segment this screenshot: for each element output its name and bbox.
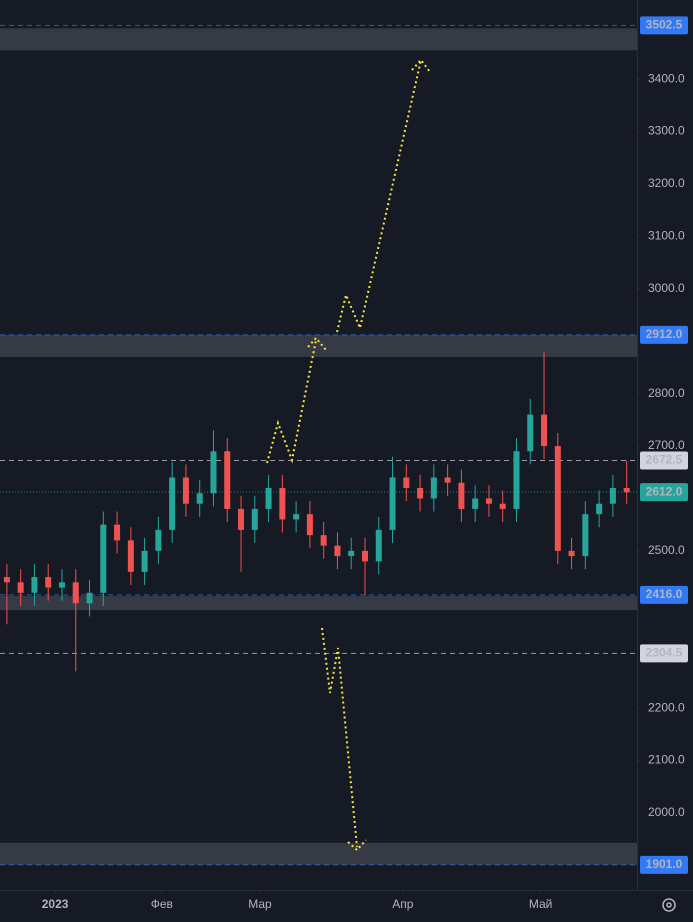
price-label: 2912.0 bbox=[646, 327, 683, 341]
candle-body bbox=[265, 487, 272, 509]
y-tick-label: 2800.0 bbox=[648, 386, 685, 400]
price-label-box bbox=[640, 325, 688, 344]
x-tick-label: Мар bbox=[248, 897, 272, 911]
y-tick-label: 3100.0 bbox=[648, 229, 685, 243]
candle-body bbox=[17, 582, 24, 593]
candle-body bbox=[348, 550, 355, 557]
candle-body bbox=[169, 477, 176, 530]
price-label: 2672.5 bbox=[646, 453, 683, 467]
candle-body bbox=[623, 487, 630, 493]
price-labels: 3502.5 2912.0 2672.5 2612.0 2416.0 2304.5 1901… bbox=[640, 16, 688, 874]
y-axis: 2000.0 2100.0 2200.0 2500.0 2700.0 2800.0 3000… bbox=[637, 71, 685, 819]
candle-body bbox=[568, 550, 575, 557]
price-label-box bbox=[640, 16, 688, 35]
price-label-box bbox=[640, 483, 688, 502]
arrow-down bbox=[321, 627, 358, 848]
candle-body bbox=[499, 503, 506, 509]
candle-body bbox=[596, 503, 603, 515]
candle-body bbox=[86, 592, 93, 604]
candle-body bbox=[196, 493, 203, 504]
price-label: 2304.5 bbox=[646, 646, 683, 660]
y-tick-label: 3200.0 bbox=[648, 176, 685, 190]
y-tick-label: 3400.0 bbox=[648, 71, 685, 85]
candle-body bbox=[417, 487, 424, 499]
candle-body bbox=[251, 508, 258, 530]
candle-body bbox=[182, 477, 189, 504]
x-tick-label: Май bbox=[529, 897, 553, 911]
y-tick-label: 2100.0 bbox=[648, 753, 685, 767]
arrow-up-1 bbox=[266, 339, 317, 464]
zone bbox=[0, 28, 637, 51]
candle-body bbox=[45, 577, 52, 588]
y-tick-label: 2500.0 bbox=[648, 543, 685, 557]
price-label-box bbox=[640, 585, 688, 604]
y-tick-label: 3300.0 bbox=[648, 124, 685, 138]
candle-body bbox=[430, 477, 437, 499]
x-tick-label: Апр bbox=[392, 897, 414, 911]
y-tick-label: 3000.0 bbox=[648, 281, 685, 295]
candle-body bbox=[224, 451, 231, 509]
candle-body bbox=[114, 524, 121, 541]
y-tick-label: 2700.0 bbox=[648, 438, 685, 452]
candle-body bbox=[458, 482, 465, 509]
price-label-box bbox=[640, 644, 688, 663]
zone bbox=[0, 842, 637, 865]
price-label: 3502.5 bbox=[646, 18, 683, 32]
arrow-up-2 bbox=[336, 59, 422, 333]
x-axis: 2023 Фев Мар Апр Май bbox=[42, 890, 553, 911]
price-label: 2612.0 bbox=[646, 484, 683, 498]
candle-body bbox=[361, 550, 368, 562]
candle-body bbox=[293, 514, 300, 520]
gear-center bbox=[666, 902, 672, 908]
candle-body bbox=[279, 487, 286, 520]
candles bbox=[3, 351, 630, 672]
candle-body bbox=[582, 514, 589, 557]
candle-body bbox=[334, 545, 341, 557]
candle-body bbox=[513, 451, 520, 509]
zones bbox=[0, 28, 637, 865]
y-tick-label: 2000.0 bbox=[648, 805, 685, 819]
candle-body bbox=[141, 550, 148, 572]
zone bbox=[0, 334, 637, 357]
zone bbox=[0, 595, 637, 611]
x-tick-label: 2023 bbox=[42, 897, 69, 911]
candle-body bbox=[472, 498, 479, 509]
x-tick-label: Фев bbox=[151, 897, 173, 911]
candle-body bbox=[155, 529, 162, 551]
candle-body bbox=[238, 508, 245, 530]
price-label-box bbox=[640, 855, 688, 874]
candle-body bbox=[306, 514, 313, 536]
candle-body bbox=[320, 535, 327, 546]
settings-icon[interactable] bbox=[662, 898, 676, 912]
candle-body bbox=[403, 477, 410, 488]
candle-body bbox=[389, 477, 396, 530]
candle-body bbox=[210, 451, 217, 494]
drawing-arrows bbox=[266, 58, 431, 852]
price-label: 1901.0 bbox=[646, 857, 683, 871]
price-label: 2416.0 bbox=[646, 587, 683, 601]
candle-body bbox=[100, 524, 107, 593]
gear[interactable] bbox=[662, 898, 676, 912]
price-lines bbox=[0, 24, 637, 866]
candle-body bbox=[3, 577, 10, 583]
candle-body bbox=[375, 529, 382, 562]
candle-body bbox=[31, 577, 38, 593]
candle-body bbox=[485, 498, 492, 504]
price-label-box bbox=[640, 451, 688, 470]
candle-body bbox=[127, 540, 134, 572]
candle-body bbox=[444, 477, 451, 483]
candle-body bbox=[541, 414, 548, 447]
arrow-head bbox=[347, 839, 367, 852]
candle-body bbox=[58, 582, 65, 588]
candle-body bbox=[609, 487, 616, 504]
candle-body bbox=[527, 414, 534, 452]
y-tick-label: 2200.0 bbox=[648, 700, 685, 714]
candle-body bbox=[72, 582, 79, 604]
candle-body bbox=[554, 446, 561, 551]
